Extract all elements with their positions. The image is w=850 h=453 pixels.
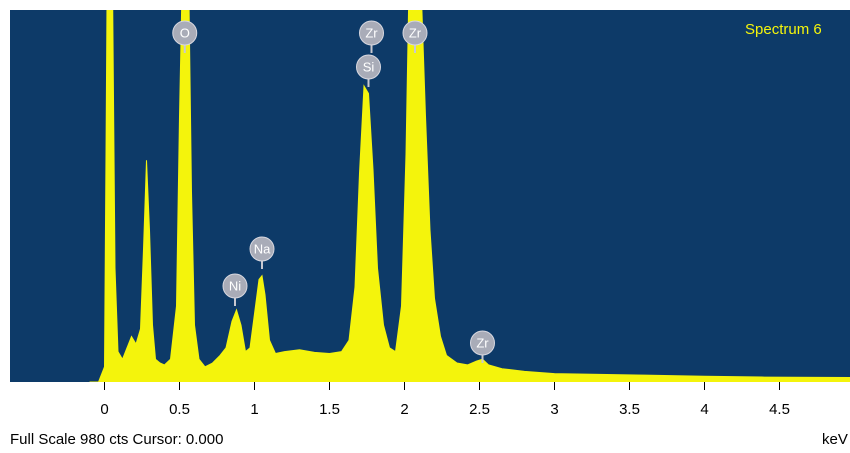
peak-label-badge xyxy=(249,236,275,262)
x-tick-label: 0 xyxy=(100,401,108,418)
peak-label-badge xyxy=(359,20,384,46)
x-axis-label: keV xyxy=(822,431,848,448)
peak-label-badge xyxy=(402,20,428,46)
peak-label: Na xyxy=(254,241,271,256)
x-tick-label: 1.5 xyxy=(319,401,340,418)
x-tick-label: 0.5 xyxy=(169,401,190,418)
peak-label-badge xyxy=(172,20,198,46)
x-tick-label: 3.5 xyxy=(619,401,640,418)
peak-label-badge xyxy=(356,54,381,80)
peak-label: O xyxy=(180,25,190,40)
spectrum-title: Spectrum 6 xyxy=(745,21,822,38)
footer-status: Full Scale 980 cts Cursor: 0.000 xyxy=(10,431,223,448)
x-tick-label: 2 xyxy=(400,401,408,418)
peak-label: Zr xyxy=(365,25,378,40)
peak-label: Si xyxy=(363,59,375,74)
spectrum xyxy=(89,10,850,382)
peak-label: Ni xyxy=(229,278,241,293)
x-tick-label: 1 xyxy=(250,401,258,418)
x-tick-label: 4 xyxy=(700,401,708,418)
x-tick-label: 3 xyxy=(550,401,558,418)
peak-label: Zr xyxy=(476,335,489,350)
peak-label-badge xyxy=(470,330,495,356)
peak-label: Zr xyxy=(409,25,422,40)
peak-label-badge xyxy=(222,273,248,299)
x-tick-label: 4.5 xyxy=(769,401,790,418)
x-tick-label: 2.5 xyxy=(469,401,490,418)
